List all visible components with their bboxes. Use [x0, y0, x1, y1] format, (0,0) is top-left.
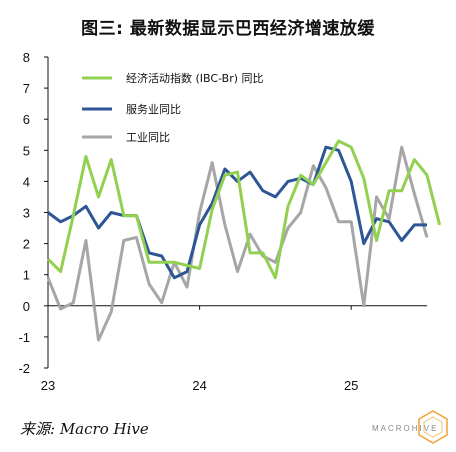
brand-wordmark: MACROHIVE	[372, 424, 439, 433]
y-tick-label: 6	[23, 112, 30, 127]
y-tick-label: 3	[23, 206, 30, 221]
y-tick-label: 4	[23, 174, 30, 189]
y-tick-label: -1	[18, 330, 30, 345]
y-tick-label: 0	[23, 299, 30, 314]
brand-logo-icon	[418, 410, 448, 444]
x-tick-label: 23	[41, 378, 55, 393]
series-line	[46, 145, 429, 342]
legend-label: 服务业同比	[126, 103, 181, 116]
legend-label: 经济活动指数 (IBC-Br) 同比	[126, 71, 264, 85]
y-tick-label: -2	[18, 361, 30, 376]
y-tick-label: 8	[23, 50, 30, 65]
chart-series	[46, 139, 442, 342]
y-tick-label: 5	[23, 143, 30, 158]
x-tick-label: 25	[344, 378, 358, 393]
y-tick-label: 1	[23, 268, 30, 283]
chart-title: 图三: 最新数据显示巴西经济增速放缓	[81, 19, 375, 39]
y-tick-label: 2	[23, 237, 30, 252]
series-line	[46, 139, 442, 280]
legend-label: 工业同比	[126, 131, 170, 144]
x-tick-label: 24	[192, 378, 206, 393]
y-tick-label: 7	[23, 81, 30, 96]
source-note: 来源: Macro Hive	[20, 420, 149, 438]
